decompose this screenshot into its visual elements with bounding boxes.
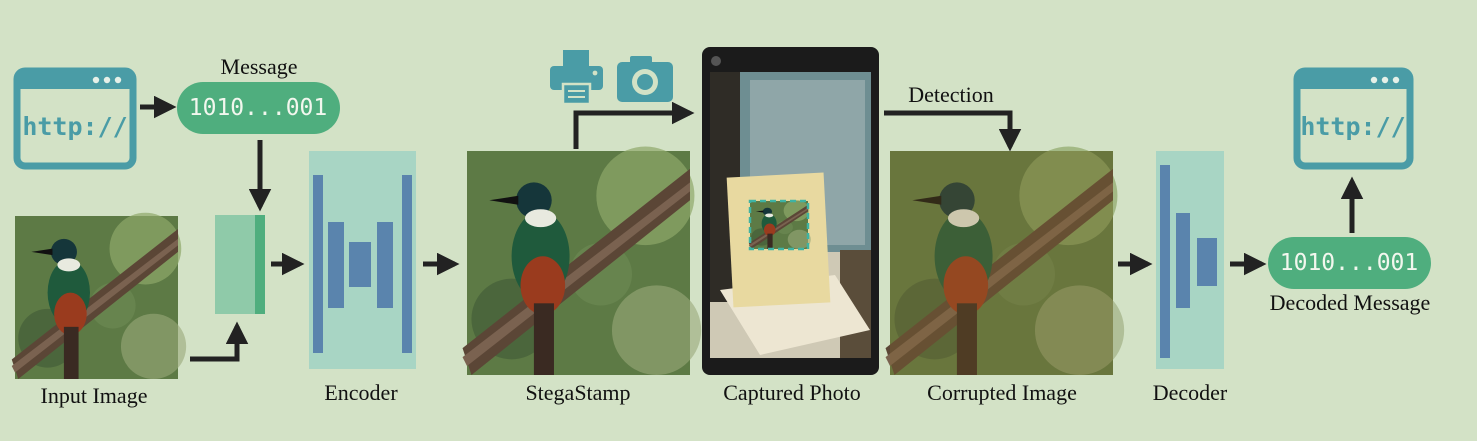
arrow-stegastamp-to-capture <box>573 101 695 149</box>
decoded-message-title: Decoded Message <box>1269 290 1431 315</box>
corrupted-image <box>885 146 1125 375</box>
message-bits: 1010...001 <box>188 95 328 121</box>
decoder-label: Decoder <box>1152 380 1228 405</box>
input-image <box>11 212 187 379</box>
corrupted-image-label: Corrupted Image <box>927 380 1077 405</box>
detection-text: Detection <box>908 82 994 107</box>
printer-icon <box>550 50 603 106</box>
stegastamp-image <box>462 146 702 375</box>
concat-block <box>215 215 265 314</box>
decoded-message-pill <box>1268 237 1431 289</box>
message-title: Message <box>220 54 298 79</box>
decoded-bits: 1010...001 <box>1279 250 1419 276</box>
stegastamp-label: StegaStamp <box>525 380 631 405</box>
decoder-block <box>1156 151 1224 369</box>
arrow-detection <box>884 110 1022 152</box>
output-url-text: http:// <box>1300 112 1406 141</box>
message-pill <box>177 82 340 134</box>
arrow-image-to-concat <box>190 321 249 362</box>
camera-icon <box>617 56 673 102</box>
input-url-text: http:// <box>22 112 128 141</box>
encoder-label: Encoder <box>324 380 398 405</box>
captured-photo-label: Captured Photo <box>723 380 861 405</box>
captured-photo-phone <box>702 47 879 375</box>
input-image-label: Input Image <box>40 383 148 408</box>
output-browser-icon <box>1293 67 1414 170</box>
input-browser-icon <box>13 67 137 170</box>
encoder-block <box>309 151 416 369</box>
